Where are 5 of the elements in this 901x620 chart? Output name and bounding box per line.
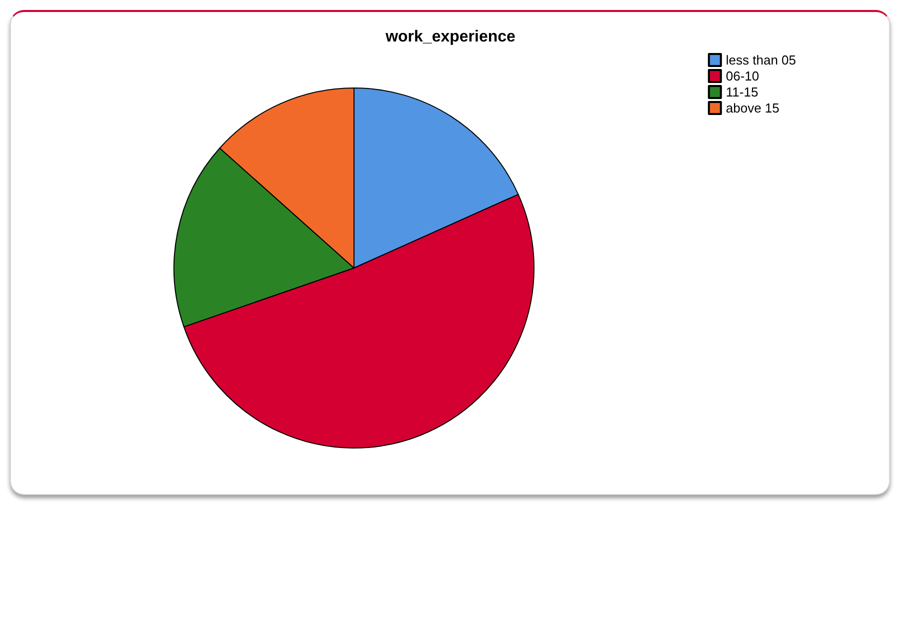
- legend-label: 06-10: [726, 68, 760, 84]
- legend-label: less than 05: [726, 52, 796, 68]
- chart-title: work_experience: [384, 28, 516, 46]
- legend-label: 11-15: [726, 84, 758, 100]
- legend-label: above 15: [726, 100, 780, 116]
